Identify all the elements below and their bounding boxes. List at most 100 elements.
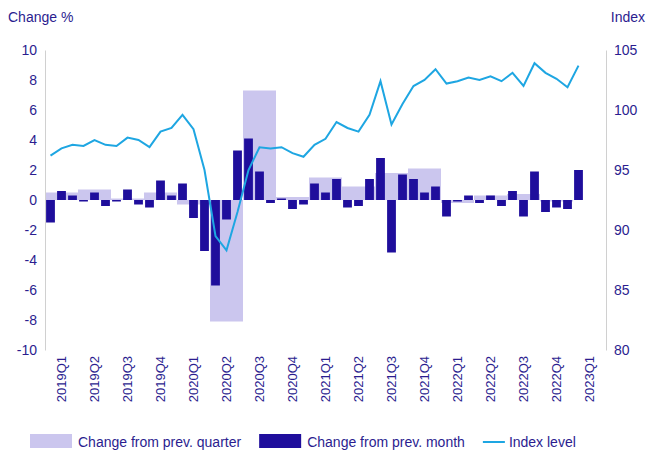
legend-label: Change from prev. month xyxy=(307,434,465,450)
y2-tick: 85 xyxy=(606,282,630,298)
x-tick-label: 2022Q3 xyxy=(516,356,531,402)
y-tick: 0 xyxy=(29,192,45,208)
month-bar xyxy=(123,190,132,201)
x-tick: 2019Q1 xyxy=(54,350,69,402)
y2-tick-label: 100 xyxy=(614,102,638,118)
month-bar xyxy=(134,200,143,205)
month-bar xyxy=(508,191,517,200)
y-tick-label: 4 xyxy=(29,132,37,148)
month-bar xyxy=(563,200,572,209)
x-tick: 2019Q3 xyxy=(120,350,135,402)
month-bar xyxy=(530,172,539,201)
y-tick-label: 0 xyxy=(29,192,37,208)
month-bar xyxy=(552,200,561,208)
x-tick: 2020Q1 xyxy=(186,350,201,402)
x-tick-label: 2021Q4 xyxy=(417,356,432,402)
bar-series xyxy=(46,139,583,286)
y2-axis-line xyxy=(606,51,607,351)
y-axis: -10-8-6-4-20246810 xyxy=(17,42,46,358)
quarter-bar xyxy=(78,190,111,201)
month-bar xyxy=(464,196,473,201)
x-tick: 2022Q3 xyxy=(516,350,531,402)
legend-swatch xyxy=(30,434,72,448)
month-bar xyxy=(112,200,121,202)
y-tick: -4 xyxy=(25,252,45,268)
quarter-bar xyxy=(210,200,243,322)
y-tick-label: 8 xyxy=(29,72,37,88)
month-bar xyxy=(475,200,484,203)
month-bar xyxy=(233,151,242,201)
month-bar xyxy=(288,200,297,209)
x-tick-label: 2021Q2 xyxy=(351,356,366,402)
y2-axis-title: Index xyxy=(611,9,645,25)
month-bar xyxy=(398,175,407,201)
index-line xyxy=(51,63,579,250)
bar-series xyxy=(45,91,573,322)
x-tick: 2021Q3 xyxy=(384,350,399,402)
y2-tick-label: 85 xyxy=(614,282,630,298)
x-tick-label: 2020Q4 xyxy=(285,356,300,402)
legend-swatch xyxy=(259,434,301,448)
month-bar xyxy=(321,193,330,201)
y-tick-label: -2 xyxy=(25,222,38,238)
y-tick-label: -10 xyxy=(17,342,37,358)
x-tick: 2020Q3 xyxy=(252,350,267,402)
month-bar xyxy=(343,200,352,208)
month-bar xyxy=(365,179,374,200)
month-bar xyxy=(442,200,451,217)
x-axis: 2019Q12019Q22019Q32019Q42020Q12020Q22020… xyxy=(46,350,607,402)
quarter-bar xyxy=(474,196,507,201)
x-tick-label: 2021Q1 xyxy=(318,356,333,402)
month-bar xyxy=(486,196,495,201)
month-bar xyxy=(354,200,363,206)
x-tick-label: 2022Q4 xyxy=(549,356,564,402)
quarter-bar xyxy=(276,197,309,200)
month-bar xyxy=(299,200,308,205)
y2-axis: 80859095100105 xyxy=(606,42,638,358)
y-tick: 10 xyxy=(21,42,45,58)
month-bar xyxy=(541,200,550,212)
y-axis-line xyxy=(45,51,46,351)
month-bar xyxy=(387,200,396,253)
month-bar xyxy=(167,196,176,201)
x-tick: 2020Q4 xyxy=(285,350,300,402)
y2-tick: 95 xyxy=(606,162,630,178)
y-tick-label: -4 xyxy=(25,252,38,268)
month-bar xyxy=(266,200,275,203)
y-axis-title: Change % xyxy=(8,9,73,25)
month-bar xyxy=(376,158,385,200)
y-tick: 6 xyxy=(29,102,45,118)
month-bar xyxy=(453,200,462,202)
x-tick: 2020Q2 xyxy=(219,350,234,402)
y2-tick: 100 xyxy=(606,102,638,118)
y-tick: -8 xyxy=(25,312,45,328)
x-tick-label: 2023Q1 xyxy=(582,356,597,402)
y2-tick: 80 xyxy=(606,342,630,358)
y-tick: 8 xyxy=(29,72,45,88)
chart: -10-8-6-4-20246810808590951001052019Q120… xyxy=(0,0,653,464)
y2-tick-label: 90 xyxy=(614,222,630,238)
y-tick: -6 xyxy=(25,282,45,298)
plot-area xyxy=(45,63,583,321)
y-tick-label: 10 xyxy=(21,42,37,58)
x-tick: 2023Q1 xyxy=(582,350,597,402)
x-tick: 2022Q2 xyxy=(483,350,498,402)
x-tick-label: 2020Q1 xyxy=(186,356,201,402)
legend-item: Change from prev. month xyxy=(259,434,465,450)
x-tick-label: 2022Q2 xyxy=(483,356,498,402)
x-tick-label: 2020Q2 xyxy=(219,356,234,402)
y2-tick: 90 xyxy=(606,222,630,238)
quarter-bar xyxy=(243,91,276,201)
x-tick-label: 2020Q3 xyxy=(252,356,267,402)
legend: Change from prev. quarterChange from pre… xyxy=(30,434,576,450)
month-bar xyxy=(255,172,264,201)
quarter-bar xyxy=(309,178,342,201)
month-bar xyxy=(156,181,165,201)
y-tick-label: -6 xyxy=(25,282,38,298)
y-tick: 4 xyxy=(29,132,45,148)
x-tick: 2022Q4 xyxy=(549,350,564,402)
month-bar xyxy=(57,191,66,200)
x-tick: 2021Q1 xyxy=(318,350,333,402)
y2-tick-label: 95 xyxy=(614,162,630,178)
y2-tick-label: 80 xyxy=(614,342,630,358)
